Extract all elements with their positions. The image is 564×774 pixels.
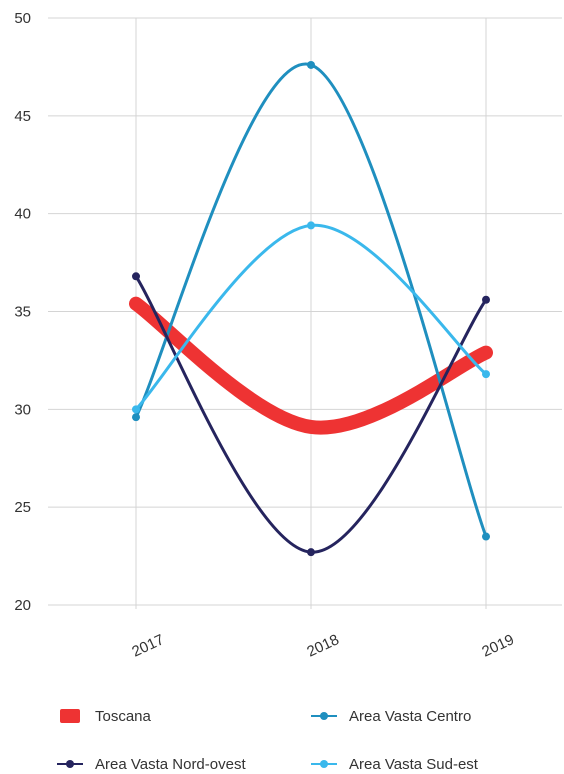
data-point-area-vasta-centro [482, 532, 490, 541]
y-tick-label: 30 [14, 401, 31, 418]
legend-swatch [57, 709, 83, 723]
legend: Toscana Area Vasta Centro Area Vasta Nor… [0, 690, 564, 774]
y-tick-label: 25 [14, 499, 31, 516]
data-point-area-vasta-nord-ovest [307, 548, 315, 557]
y-tick-label: 20 [14, 597, 31, 614]
legend-label: Area Vasta Nord-ovest [95, 755, 246, 773]
data-point-area-vasta-nord-ovest [132, 272, 140, 281]
legend-swatch [311, 757, 337, 771]
line-chart: 20 25 30 35 40 45 50 2017 2018 2019 [14, 10, 562, 661]
legend-label: Area Vasta Sud-est [349, 755, 478, 773]
y-axis: 20 25 30 35 40 45 50 [14, 10, 31, 614]
legend-swatch [311, 709, 337, 723]
y-tick-label: 35 [14, 304, 31, 321]
y-tick-label: 40 [14, 206, 31, 223]
legend-label: Area Vasta Centro [349, 707, 472, 725]
data-point-area-vasta-sud-est [307, 221, 315, 230]
legend-item-area-vasta-centro[interactable]: Area Vasta Centro [311, 706, 471, 726]
legend-item-toscana[interactable]: Toscana [57, 706, 151, 726]
y-tick-label: 45 [14, 108, 31, 125]
x-tick-label: 2018 [304, 631, 341, 661]
y-tick-label: 50 [14, 10, 31, 27]
data-point-area-vasta-nord-ovest [482, 295, 490, 304]
data-point-area-vasta-sud-est [482, 370, 490, 379]
legend-item-area-vasta-sud-est[interactable]: Area Vasta Sud-est [311, 754, 478, 774]
x-tick-label: 2019 [479, 631, 516, 661]
data-point-area-vasta-centro [132, 413, 140, 422]
legend-label: Toscana [95, 707, 151, 725]
x-axis: 2017 2018 2019 [129, 631, 516, 661]
legend-item-area-vasta-nord-ovest[interactable]: Area Vasta Nord-ovest [57, 754, 246, 774]
series-layer [129, 60, 493, 557]
x-tick-label: 2017 [129, 631, 166, 661]
legend-swatch [57, 757, 83, 771]
data-point-area-vasta-centro [307, 60, 315, 69]
data-point-area-vasta-sud-est [132, 405, 140, 414]
grid [48, 17, 562, 609]
